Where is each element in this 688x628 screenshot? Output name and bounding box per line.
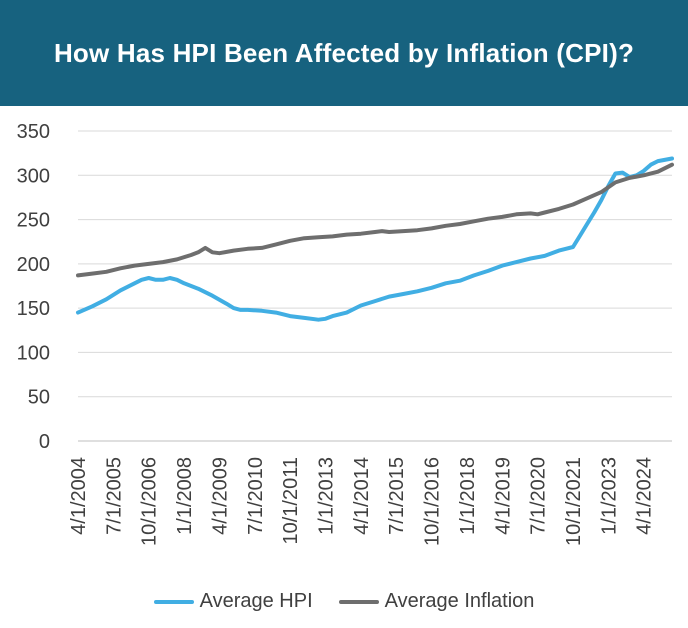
x-tick-label: 10/1/2011 <box>280 457 302 545</box>
chart-title: How Has HPI Been Affected by Inflation (… <box>53 37 635 68</box>
x-tick-label: 7/1/2020 <box>528 457 550 535</box>
x-tick-label: 4/1/2019 <box>492 457 514 535</box>
title-banner: How Has HPI Been Affected by Inflation (… <box>0 0 688 106</box>
series-line-hpi <box>76 156 674 322</box>
y-axis-tick-labels: 0 50 100 150 200 250 300 350 <box>17 121 50 453</box>
gridlines <box>78 130 672 442</box>
x-tick-label: 4/1/2009 <box>209 457 231 535</box>
x-tick-label: 1/1/2023 <box>598 457 620 535</box>
x-tick-label: 1/1/2013 <box>316 457 338 535</box>
x-tick-label: 7/1/2015 <box>386 457 408 535</box>
x-tick-label: 1/1/2018 <box>457 457 479 535</box>
x-tick-label: 10/1/2021 <box>563 457 585 546</box>
x-tick-label: 10/1/2006 <box>139 457 161 546</box>
x-tick-label: 10/1/2016 <box>422 457 444 546</box>
legend-label-inflation: Average Inflation <box>384 590 535 612</box>
legend-swatch-hpi <box>153 599 194 604</box>
x-tick-label: 4/1/2024 <box>634 457 656 535</box>
y-tick-label: 150 <box>17 298 50 320</box>
series-line-inflation <box>76 162 674 278</box>
y-tick-label: 0 <box>39 431 50 453</box>
y-tick-label: 250 <box>17 210 50 232</box>
legend-swatch-inflation <box>338 599 379 604</box>
y-tick-label: 50 <box>28 387 50 409</box>
chart-legend: Average HPI Average Inflation <box>0 590 688 613</box>
y-tick-label: 200 <box>17 254 50 276</box>
series-lines <box>76 156 674 322</box>
x-tick-label: 4/1/2014 <box>351 457 373 535</box>
x-axis-tick-labels: 4/1/2004 7/1/2005 10/1/2006 1/1/2008 4/1/200… <box>68 457 656 546</box>
legend-item-hpi: Average HPI <box>153 590 313 613</box>
x-tick-label: 4/1/2004 <box>68 457 90 535</box>
y-tick-label: 350 <box>17 121 50 143</box>
legend-item-inflation: Average Inflation <box>338 590 535 613</box>
x-tick-label: 7/1/2005 <box>103 457 125 535</box>
y-tick-label: 100 <box>17 342 50 364</box>
x-tick-label: 7/1/2010 <box>245 457 267 535</box>
x-tick-label: 1/1/2008 <box>174 457 196 535</box>
y-tick-label: 300 <box>17 165 50 187</box>
legend-label-hpi: Average HPI <box>199 590 313 612</box>
